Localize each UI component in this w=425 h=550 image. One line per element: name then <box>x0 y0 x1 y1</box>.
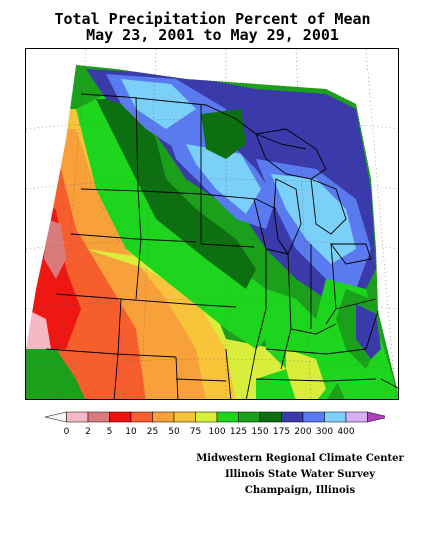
legend-swatch <box>302 411 325 423</box>
credit-line-3: Champaign, Illinois <box>244 485 356 496</box>
legend-label: 5 <box>107 427 113 437</box>
legend-label: 400 <box>337 427 354 437</box>
legend-label: 100 <box>208 427 225 437</box>
legend-label: 10 <box>125 427 137 437</box>
legend-arrow-low <box>44 411 67 423</box>
legend-swatch <box>66 411 89 423</box>
legend-swatch <box>324 411 347 423</box>
credit-line-1: Midwestern Regional Climate Center <box>196 453 404 464</box>
legend-label: 175 <box>273 427 290 437</box>
legend-swatch <box>152 411 175 423</box>
legend-label: 25 <box>147 427 158 437</box>
legend-swatch <box>109 411 132 423</box>
legend-swatch <box>195 411 218 423</box>
legend-swatch <box>345 411 368 423</box>
legend-label: 125 <box>230 427 247 437</box>
legend-label: 2 <box>85 427 91 437</box>
legend-swatch <box>238 411 261 423</box>
legend-label: 75 <box>190 427 201 437</box>
map-title: Total Precipitation Percent of Mean <box>54 10 371 28</box>
legend-swatch <box>173 411 196 423</box>
legend-swatch <box>281 411 304 423</box>
state-borders <box>45 93 398 399</box>
precipitation-map <box>25 48 399 400</box>
color-scale-legend: 0 2 5 10 25 50 75 100 125 150 175 200 300 400 <box>44 411 385 437</box>
legend-swatch <box>87 411 110 423</box>
legend-swatch <box>259 411 282 423</box>
date-range-subtitle: May 23, 2001 to May 29, 2001 <box>86 26 339 44</box>
credit-line-2: Illinois State Water Survey <box>224 469 376 480</box>
legend-arrow-high <box>367 411 385 423</box>
legend-swatch <box>216 411 239 423</box>
legend-swatch <box>130 411 153 423</box>
precipitation-field <box>26 65 398 399</box>
legend-label: 150 <box>251 427 268 437</box>
legend-label: 0 <box>64 427 70 437</box>
legend-label: 50 <box>168 427 180 437</box>
legend-label: 200 <box>294 427 311 437</box>
legend-label: 300 <box>316 427 333 437</box>
